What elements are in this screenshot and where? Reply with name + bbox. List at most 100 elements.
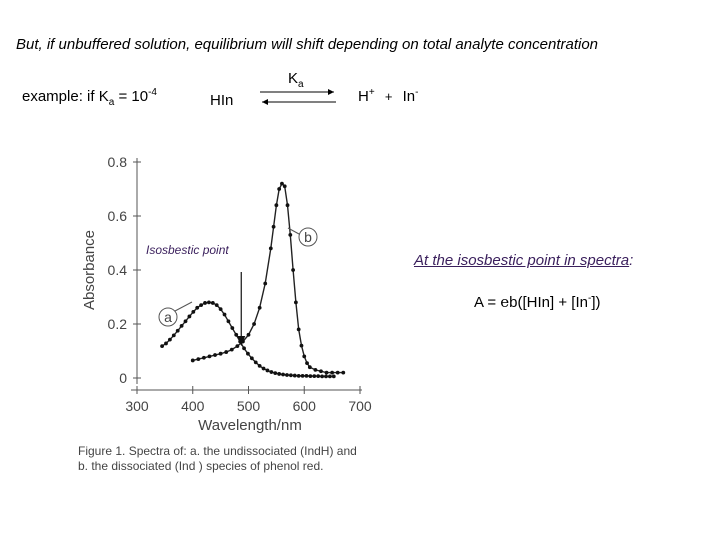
curve-b-marker	[298, 227, 318, 247]
example-mid: = 10	[114, 88, 149, 105]
formula-rest1: b([HIn] + [In	[509, 294, 588, 311]
series-a-point	[308, 374, 313, 379]
series-a-point	[222, 312, 227, 317]
series-a-point	[312, 374, 317, 379]
series-b-point	[207, 354, 212, 359]
series-b-point	[271, 224, 276, 229]
series-a	[160, 300, 336, 379]
series-b-point	[307, 365, 312, 370]
series-a-point	[167, 337, 172, 342]
series-a-point	[203, 301, 207, 305]
y-tick-label: 0.6	[108, 208, 128, 224]
isosbestic-statement: At the isosbestic point in spectra:	[414, 252, 633, 269]
series-a-point	[269, 370, 274, 374]
product-in-charge: -	[415, 87, 419, 98]
series-a-point	[249, 356, 254, 361]
series-a-point	[304, 373, 309, 378]
series-a-point	[257, 363, 262, 368]
series-a-point	[179, 323, 184, 328]
x-tick-label: 700	[348, 398, 372, 414]
isosbestic-label: Isosbestic point	[146, 243, 229, 257]
x-axis-label: Wavelength/nm	[198, 417, 302, 434]
series-a-point	[320, 374, 324, 379]
series-b-point	[202, 355, 206, 360]
series-a-point	[187, 314, 192, 319]
series-b-point	[302, 354, 307, 359]
series-b-point	[288, 233, 293, 237]
formula-sup: -	[587, 293, 592, 304]
isosbestic-arrowhead	[237, 336, 246, 346]
series-b-point	[190, 358, 195, 363]
product-h-charge: +	[368, 87, 375, 98]
series-a-point	[218, 307, 223, 312]
series-a-point	[242, 346, 246, 351]
arrow-label-sub: a	[298, 79, 304, 90]
series-a-point	[292, 373, 297, 378]
series-b-point	[277, 187, 282, 191]
series-a-point	[230, 326, 235, 330]
product-plus: +	[384, 89, 393, 104]
y-tick-label: 0.8	[108, 154, 128, 170]
series-a-point	[207, 300, 211, 305]
absorbance-formula: A = eb([HIn] + [In-])	[474, 293, 600, 311]
series-a-point	[246, 351, 250, 356]
x-tick-label: 400	[181, 398, 205, 414]
product-in: In	[402, 88, 416, 105]
series-a-point	[191, 309, 196, 314]
arrow-label-main: K	[288, 70, 299, 87]
y-tick-label: 0.2	[108, 316, 128, 332]
series-b-point	[224, 350, 229, 354]
series-b-point	[293, 300, 298, 305]
curve-a-marker	[158, 307, 178, 327]
series-b	[190, 181, 346, 375]
series-a-point	[316, 374, 321, 379]
series-a-point	[164, 341, 168, 346]
series-a-point	[195, 305, 200, 310]
series-a-point	[226, 319, 231, 324]
figure-caption-line1: Figure 1. Spectra of: a. the undissociat…	[78, 444, 357, 458]
series-a-point	[160, 344, 164, 349]
series-b-point	[335, 370, 340, 375]
series-b-point	[319, 369, 323, 374]
reactant-hin: HIn	[210, 92, 234, 109]
series-a-point	[300, 373, 305, 378]
curve-a-label: a	[164, 309, 172, 325]
series-a-point	[183, 319, 188, 324]
series-b-point	[330, 370, 335, 375]
series-b-point	[196, 357, 201, 361]
series-a-point	[273, 371, 278, 376]
series-b-line	[192, 182, 344, 374]
series-a-point	[324, 374, 328, 379]
series-b-point	[252, 322, 256, 326]
y-axis-label: Absorbance	[81, 230, 98, 310]
series-b-point	[282, 184, 287, 189]
heading: But, if unbuffered solution, equilibrium…	[16, 36, 599, 53]
y-tick-label: 0	[119, 370, 127, 386]
series-a-point	[265, 368, 270, 373]
series-b-point	[291, 268, 295, 272]
example-equation-prefix: example: if Ka = 10-4	[22, 87, 157, 108]
series-b-point	[246, 332, 251, 337]
series-b-point	[313, 368, 318, 372]
series-b-point	[235, 344, 240, 349]
series-a-point	[175, 328, 180, 333]
example-exponent: -4	[148, 87, 157, 98]
series-b-point	[218, 351, 223, 356]
series-b-point	[341, 370, 346, 375]
series-a-point	[331, 374, 336, 379]
series-a-point	[296, 373, 301, 378]
curve-b-leader	[287, 227, 300, 235]
series-a-point	[234, 332, 239, 337]
isosbestic-statement-lead: At the isosbestic point in spectra	[414, 252, 630, 269]
series-a-point	[285, 373, 289, 377]
equilibrium-arrows	[260, 89, 336, 105]
series-a-point	[281, 372, 285, 377]
formula-epsilon: e	[500, 293, 510, 311]
series-b-point	[305, 361, 309, 366]
series-b-point	[229, 347, 234, 352]
series-b-point	[285, 203, 290, 208]
curve-b-label: b	[304, 229, 312, 245]
series-b-point	[280, 181, 284, 186]
series-a-point	[214, 303, 219, 307]
